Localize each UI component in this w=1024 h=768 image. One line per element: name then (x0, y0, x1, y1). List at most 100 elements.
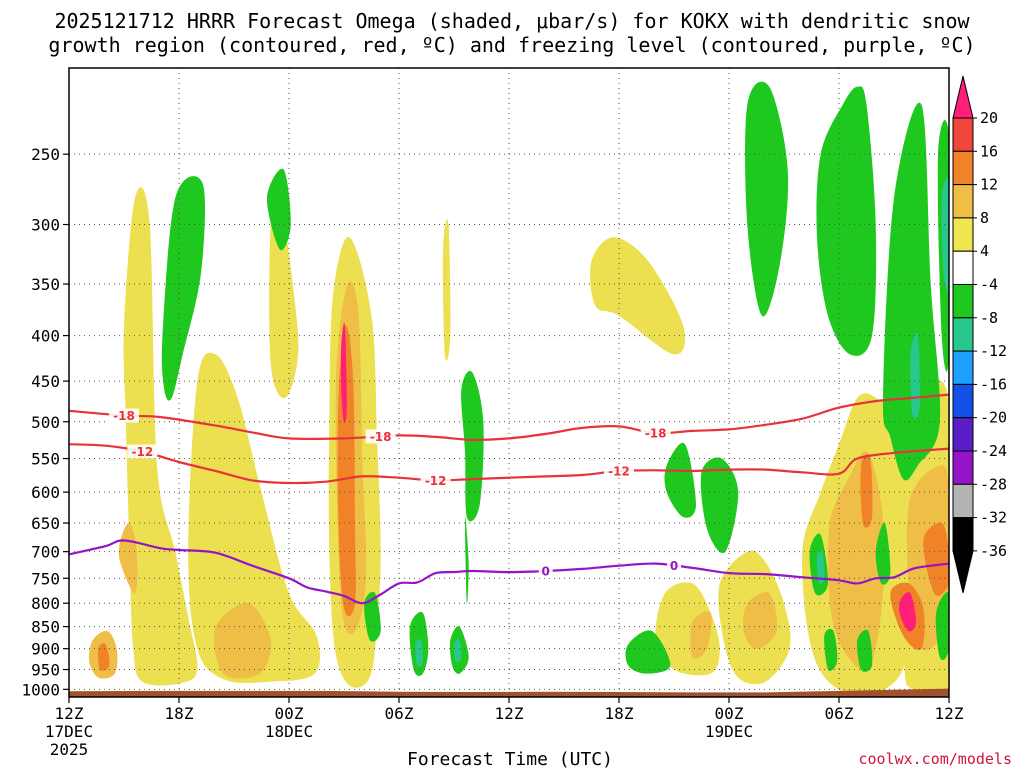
y-tick-label-300: 300 (31, 216, 60, 235)
y-tick-label-900: 900 (31, 640, 60, 659)
y-tick-label-350: 350 (31, 275, 60, 294)
credit-text: coolwx.com/models (858, 750, 1012, 768)
omega-region-6-0 (123, 187, 198, 686)
contour-label-1-2: -12 (604, 463, 634, 478)
svg-text:-18: -18 (113, 409, 135, 423)
contour-label-0-1: -18 (365, 429, 396, 444)
y-tick-label-600: 600 (31, 483, 60, 502)
y-tick-label-650: 650 (31, 514, 60, 533)
y-tick-label-950: 950 (31, 661, 60, 680)
omega-region--6-16 (856, 629, 873, 672)
colorbar-label-2: 12 (980, 176, 998, 194)
svg-text:-18: -18 (370, 430, 392, 444)
y-tick-label-700: 700 (31, 543, 60, 562)
svg-text:-12: -12 (131, 445, 153, 459)
omega-region--12-4 (453, 639, 462, 663)
x-tick-label-6: 18Z (165, 704, 194, 723)
omega-region--6-3 (464, 516, 469, 605)
colorbar-label-0: 20 (980, 109, 998, 127)
svg-text:-12: -12 (425, 474, 447, 488)
colorbar-label-5: -4 (980, 276, 998, 294)
omega-region--12-3 (415, 638, 423, 667)
omega-region--6-4 (625, 630, 671, 674)
svg-text:-18: -18 (645, 427, 667, 441)
omega-region--6-9 (882, 102, 941, 481)
y-tick-label-400: 400 (31, 327, 60, 346)
contour-label-1-0: -12 (127, 444, 158, 459)
colorbar-swatch-9 (952, 417, 974, 452)
omega-region--12-1 (910, 332, 921, 419)
colorbar-label-8: -16 (980, 375, 1007, 393)
contour-label-0-0: -18 (109, 408, 139, 423)
colorbar-swatch-4 (952, 250, 974, 285)
x-tick-label-12: 00Z (275, 704, 304, 723)
colorbar-swatch-0 (952, 117, 974, 152)
omega-region--6-0 (161, 176, 206, 401)
x-date-label-36: 19DEC (705, 722, 753, 741)
colorbar-swatch-1 (952, 150, 974, 186)
colorbar-label-1: 16 (980, 142, 998, 160)
colorbar-label-12: -32 (980, 509, 1007, 527)
omega-region-14-0 (97, 643, 110, 671)
omega-region--6-17 (875, 522, 891, 585)
omega-region--12-0 (941, 177, 949, 291)
contour-line-1 (69, 443, 949, 485)
terrain-area (69, 688, 949, 697)
chart-title-line2: growth region (contoured, red, ºC) and f… (48, 33, 975, 57)
grid-lines (68, 68, 950, 697)
temperature-contours: -18 -18 -18 -12 -12 -12 0 0 (69, 393, 949, 605)
omega-region--6-7 (745, 81, 789, 317)
colorbar-swatch-3 (952, 217, 974, 252)
y-tick-label-850: 850 (31, 618, 60, 637)
colorbar-label-9: -20 (980, 409, 1007, 427)
omega-region--6-2 (461, 370, 484, 522)
colorbar-swatch-2 (952, 184, 974, 219)
x-year-label-0: 2025 (50, 740, 89, 759)
y-tick-label-800: 800 (31, 594, 60, 613)
omega-region--12-2 (816, 550, 825, 585)
x-tick-label-24: 12Z (495, 704, 524, 723)
x-date-label-12: 18DEC (265, 722, 313, 741)
svg-text:0: 0 (541, 565, 549, 579)
x-tick-label-36: 00Z (715, 704, 744, 723)
omega-region-6-2 (269, 193, 299, 399)
colorbar-swatch-6 (952, 317, 974, 352)
omega-region-22-0 (340, 322, 347, 423)
colorbar-swatch-8 (952, 383, 974, 419)
omega-region--6-6 (700, 457, 739, 554)
contour-line-0 (69, 393, 949, 442)
colorbar-label-6: -8 (980, 309, 998, 327)
y-tick-label-250: 250 (31, 145, 60, 164)
chart-title-line1: 2025121712 HRRR Forecast Omega (shaded, … (54, 9, 970, 33)
omega-region-10-5 (742, 592, 778, 649)
x-tick-label-42: 06Z (825, 704, 854, 723)
svg-text:0: 0 (670, 559, 678, 573)
colorbar-label-11: -28 (980, 475, 1007, 493)
omega-region-14-4 (923, 522, 949, 596)
x-axis-label: Forecast Time (UTC) (407, 749, 613, 768)
omega-region-6-5 (590, 237, 686, 355)
omega-region-6-1 (188, 352, 321, 684)
y-tick-label-1000: 1000 (21, 680, 60, 699)
colorbar-swatch-10 (952, 450, 974, 485)
x-date-label-0: 17DEC (45, 722, 93, 741)
y-tick-label-750: 750 (31, 569, 60, 588)
y-tick-label-500: 500 (31, 413, 60, 432)
omega-region--6-5 (664, 442, 697, 518)
colorbar-swatch-11 (952, 483, 974, 519)
omega-region-10-4 (690, 611, 712, 659)
y-tick-label-550: 550 (31, 450, 60, 469)
colorbar-label-10: -24 (980, 442, 1007, 460)
omega-region-6-4 (442, 219, 451, 361)
colorbar-swatch-7 (952, 350, 974, 385)
omega-region--6-1 (266, 168, 291, 251)
omega-region-22-1 (899, 592, 917, 632)
omega-shaded-fields (88, 81, 949, 697)
colorbar-label-4: 4 (980, 242, 989, 260)
omega-region--6-18 (935, 592, 949, 660)
contour-label-1-1: -12 (420, 473, 451, 488)
colorbar-label-7: -12 (980, 342, 1007, 360)
contour-label-2-1: 0 (667, 558, 681, 573)
omega-region--6-15 (824, 628, 838, 671)
